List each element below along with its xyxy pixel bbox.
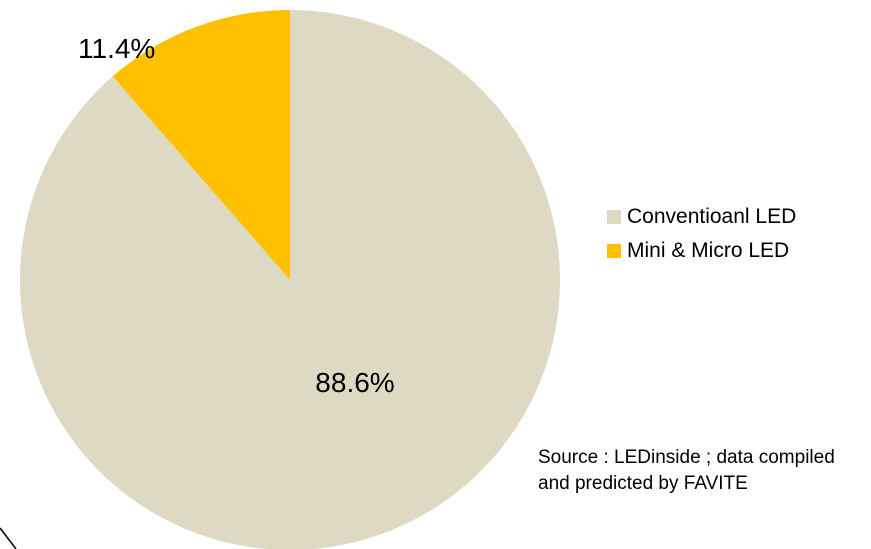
pie-slices: [20, 9, 560, 549]
source-note: Source : LEDinside ; data compiled and p…: [538, 447, 835, 494]
data-label-mini-micro-led: 11.4%: [78, 33, 155, 64]
pie-slice-conventional-led: [20, 10, 560, 549]
legend-item-conventional-led: Conventioanl LED: [607, 200, 796, 234]
decorative-corner-stroke: [0, 527, 17, 549]
legend-swatch-mini-micro-led: [607, 244, 621, 258]
legend-label-conventional-led: Conventioanl LED: [627, 205, 797, 228]
pie-slice-mini-micro-led: [112, 9, 290, 280]
legend-label-mini-micro-led: Mini & Micro LED: [627, 239, 790, 262]
data-label-conventional-led: 88.6%: [315, 367, 394, 398]
legend-swatch-conventional-led: [607, 210, 621, 224]
legend-item-mini-micro-led: Mini & Micro LED: [607, 234, 796, 268]
chart-legend: Conventioanl LED Mini & Micro LED: [607, 200, 796, 268]
pie-data-labels: 88.6% 11.4%: [78, 33, 395, 398]
